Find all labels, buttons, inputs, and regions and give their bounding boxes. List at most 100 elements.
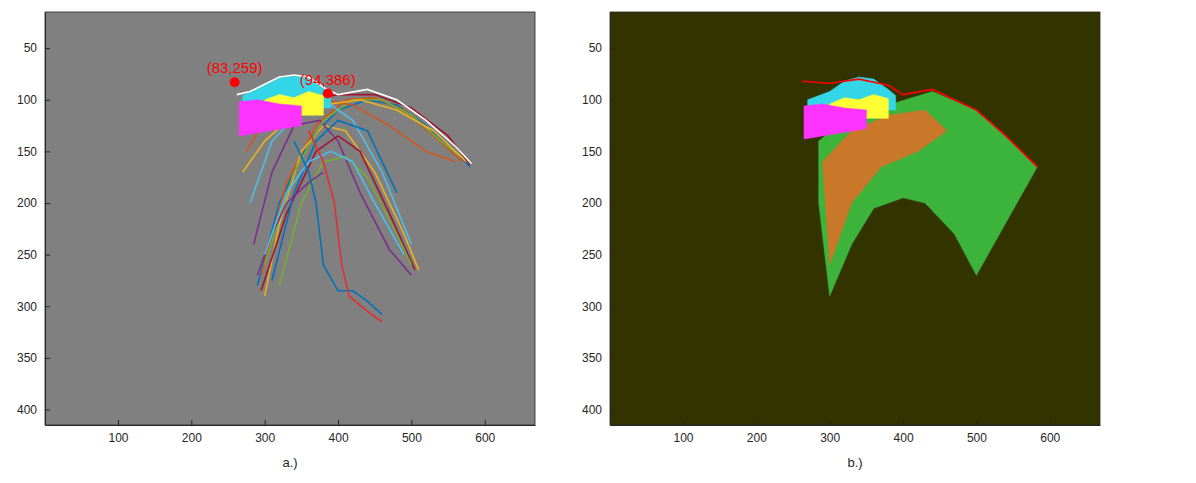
tick: 300 — [582, 300, 615, 314]
axis-line — [611, 425, 1101, 426]
x-axis: 100 200 300 400 500 600 — [46, 420, 536, 445]
tick-label: 500 — [402, 431, 422, 445]
tick-label: 200 — [17, 196, 37, 210]
tick-mark — [45, 306, 50, 307]
tick-label: 100 — [673, 431, 693, 445]
tick: 600 — [475, 420, 495, 445]
tick: 50 — [24, 41, 50, 55]
tick-label: 50 — [589, 41, 603, 55]
tick-label: 500 — [967, 431, 987, 445]
tick: 500 — [967, 420, 987, 445]
marks — [230, 75, 472, 322]
tick-label: 350 — [582, 351, 602, 365]
tick-label: 350 — [17, 351, 37, 365]
y-axis: 50 100 150 200 250 300 350 400 — [17, 13, 50, 426]
tick-label: 400 — [329, 431, 349, 445]
curve — [802, 79, 1037, 167]
marks — [802, 77, 1037, 296]
tick-label: 300 — [255, 431, 275, 445]
tick: 250 — [17, 248, 50, 262]
tick: 100 — [108, 420, 128, 445]
tick: 350 — [17, 351, 50, 365]
tick: 200 — [582, 196, 615, 210]
tick-mark — [45, 48, 50, 49]
tick-mark — [610, 358, 615, 359]
tick: 100 — [582, 93, 615, 107]
axis-line — [46, 425, 536, 426]
tick-mark — [610, 306, 615, 307]
tick: 300 — [820, 420, 840, 445]
tick-mark — [45, 100, 50, 101]
panel: 100 200 300 400 500 600 50 100 150 200 250 300 350 40… — [582, 12, 1101, 470]
tick-mark — [610, 48, 615, 49]
axis-title: a.) — [282, 455, 297, 470]
tick-mark — [610, 151, 615, 152]
axes-frame — [610, 12, 1100, 425]
curve — [309, 131, 382, 322]
tick-mark — [756, 420, 757, 425]
axis-line — [610, 13, 611, 426]
tick: 300 — [17, 300, 50, 314]
annotation: (94,386) — [300, 71, 356, 88]
tick: 100 — [17, 93, 50, 107]
tick-label: 300 — [820, 431, 840, 445]
annotation: (83,259) — [207, 59, 263, 76]
tick-mark — [45, 151, 50, 152]
region — [804, 104, 866, 139]
tick: 200 — [747, 420, 767, 445]
tick-mark — [610, 410, 615, 411]
tick: 200 — [182, 420, 202, 445]
tick: 400 — [582, 403, 615, 417]
tick: 50 — [589, 41, 615, 55]
panel: 100 200 300 400 500 600 50 100 150 200 250 300 350 40… — [17, 12, 536, 470]
axis-line — [45, 13, 46, 426]
point — [323, 89, 333, 99]
tick: 400 — [17, 403, 50, 417]
tick-mark — [265, 420, 266, 425]
tick-label: 250 — [17, 248, 37, 262]
tick-label: 400 — [894, 431, 914, 445]
point — [230, 77, 240, 87]
tick-label: 50 — [24, 41, 38, 55]
tick-label: 200 — [582, 196, 602, 210]
tick: 150 — [17, 145, 50, 159]
tick-mark — [830, 420, 831, 425]
tick: 150 — [582, 145, 615, 159]
tick-label: 100 — [108, 431, 128, 445]
tick-mark — [45, 255, 50, 256]
axis-title: b.) — [847, 455, 862, 470]
tick: 200 — [17, 196, 50, 210]
tick-mark — [610, 255, 615, 256]
tick-label: 600 — [1040, 431, 1060, 445]
tick-mark — [485, 420, 486, 425]
plot-background — [45, 12, 535, 425]
curve — [261, 136, 415, 291]
tick: 400 — [894, 420, 914, 445]
tick-mark — [45, 203, 50, 204]
tick: 100 — [673, 420, 693, 445]
y-axis: 50 100 150 200 250 300 350 400 — [582, 13, 615, 426]
tick-label: 250 — [582, 248, 602, 262]
region — [822, 110, 947, 265]
figure: 100 200 300 400 500 600 50 100 150 200 250 300 350 40… — [0, 0, 1196, 483]
tick: 350 — [582, 351, 615, 365]
tick: 300 — [255, 420, 275, 445]
tick-label: 150 — [582, 145, 602, 159]
tick-label: 300 — [582, 300, 602, 314]
tick-mark — [45, 410, 50, 411]
tick-label: 200 — [182, 431, 202, 445]
tick-mark — [683, 420, 684, 425]
tick: 400 — [329, 420, 349, 445]
tick-mark — [976, 420, 977, 425]
tick-mark — [411, 420, 412, 425]
tick-mark — [191, 420, 192, 425]
tick-label: 600 — [475, 431, 495, 445]
tick-mark — [1050, 420, 1051, 425]
tick-mark — [610, 100, 615, 101]
tick-mark — [338, 420, 339, 425]
curve — [237, 75, 472, 164]
tick: 250 — [582, 248, 615, 262]
tick-label: 300 — [17, 300, 37, 314]
tick-label: 100 — [17, 93, 37, 107]
tick-mark — [118, 420, 119, 425]
